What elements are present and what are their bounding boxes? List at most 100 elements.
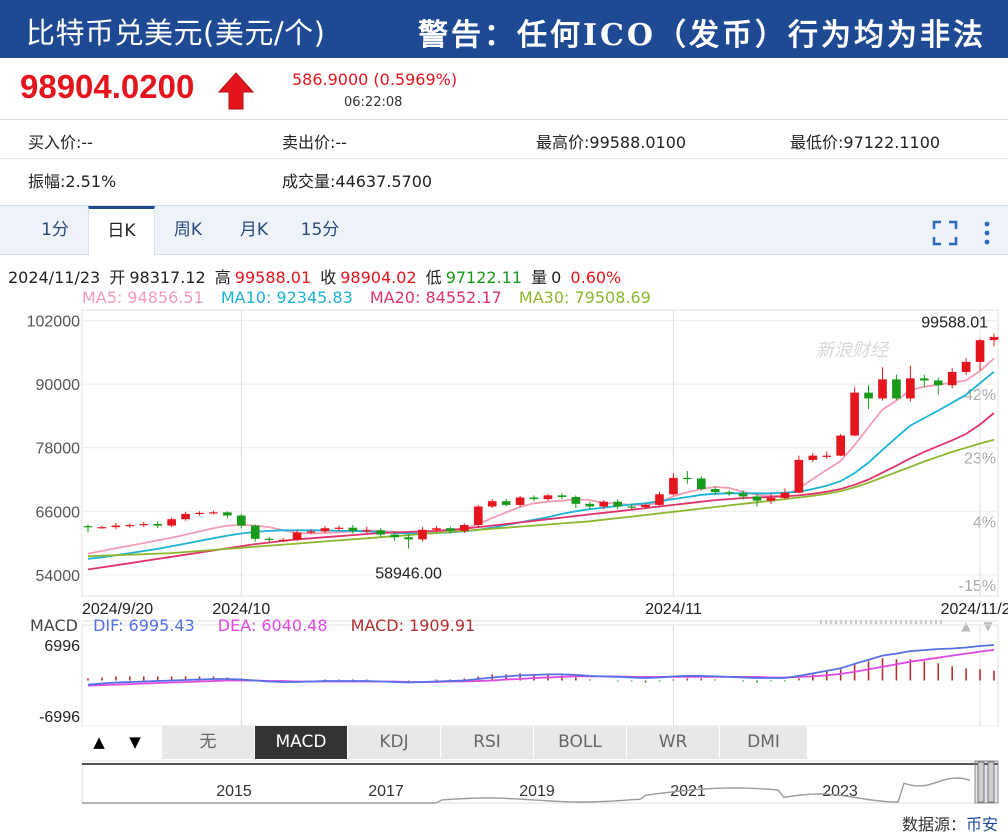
more-options-icon[interactable] bbox=[980, 220, 994, 246]
indicator-none[interactable]: 无 bbox=[162, 726, 255, 759]
info-divider bbox=[0, 158, 1008, 159]
quote-panel: 98904.0200 586.9000 (0.5969%) 06:22:08 bbox=[0, 58, 1008, 120]
tab-1min[interactable]: 1分 bbox=[41, 220, 69, 240]
ohlc-close-label: 收 bbox=[320, 268, 337, 287]
indicator-dmi[interactable]: DMI bbox=[720, 726, 808, 759]
navigator-year-label: 2017 bbox=[368, 783, 404, 800]
ohlc-high-label: 高 bbox=[214, 268, 231, 287]
candle-body bbox=[641, 504, 650, 508]
page-header: 比特币兑美元(美元/个) 警告：任何ICO（发币）行为均为非法 bbox=[0, 0, 1008, 58]
candle-body bbox=[864, 392, 873, 399]
candle-body bbox=[738, 493, 748, 497]
ma-legend: MA5: 94856.51 MA10: 92345.83 MA20: 84552… bbox=[82, 288, 663, 307]
candle-body bbox=[989, 336, 999, 341]
tab-daily[interactable]: 日K bbox=[88, 206, 155, 256]
navigator-year-label: 2021 bbox=[670, 783, 706, 800]
candle-body bbox=[139, 523, 149, 526]
tab-15min[interactable]: 15分 bbox=[300, 220, 340, 240]
indicator-up-button[interactable]: ▲ bbox=[82, 726, 116, 759]
price-tick-label: 54000 bbox=[36, 568, 81, 585]
current-price: 98904.0200 bbox=[20, 68, 195, 105]
candle-body bbox=[237, 515, 246, 526]
price-tick-label: 66000 bbox=[36, 504, 81, 521]
candle-body bbox=[947, 371, 957, 386]
high-price: 最高价:99588.0100 bbox=[536, 133, 687, 152]
low-price: 最低价:97122.1100 bbox=[790, 133, 941, 152]
navigator-year-label: 2023 bbox=[822, 783, 858, 800]
kline-chart[interactable]: 1020009000078000660005400042%23%4%-15%20… bbox=[0, 300, 1008, 726]
info-panel: 买入价:-- 卖出价:-- 最高价:99588.0100 最低价:97122.1… bbox=[0, 120, 1008, 198]
candle-body bbox=[961, 361, 971, 372]
data-source-link[interactable]: 币安 bbox=[965, 815, 998, 832]
candle-body bbox=[724, 492, 734, 494]
candle-body bbox=[181, 513, 190, 520]
candle-body bbox=[376, 530, 386, 535]
ohlc-open-label: 开 bbox=[109, 268, 126, 287]
price-tick-label: 78000 bbox=[36, 441, 81, 458]
candle-body bbox=[473, 506, 483, 526]
ma20-legend: MA20: 84552.17 bbox=[369, 288, 502, 307]
indicator-bar: ▲ ▼ 无 MACD KDJ RSI BOLL WR DMI bbox=[82, 726, 808, 759]
pct-tick-label: -15% bbox=[959, 578, 996, 595]
candle-body bbox=[752, 496, 762, 501]
candle-body bbox=[334, 527, 344, 529]
price-change: 586.9000 (0.5969%) bbox=[292, 70, 458, 89]
candle-body bbox=[404, 537, 413, 540]
bid-price: 买入价:-- bbox=[28, 133, 93, 152]
navigator-year-label: 2015 bbox=[216, 783, 252, 800]
ma-line-ma10 bbox=[87, 371, 995, 560]
high-annotation: 99588.01 bbox=[921, 314, 988, 331]
candle-body bbox=[223, 512, 232, 516]
macd-tick-label: 6996 bbox=[44, 638, 80, 655]
tab-weekly[interactable]: 周K bbox=[173, 220, 203, 240]
ohlc-vol-label: 量 bbox=[531, 268, 548, 287]
candle-body bbox=[780, 492, 790, 499]
candle-body bbox=[97, 527, 107, 529]
range-navigator[interactable]: 2015 2017 2019 2021 2023 bbox=[0, 760, 1008, 806]
candle-body bbox=[710, 489, 720, 493]
fullscreen-icon[interactable] bbox=[932, 220, 958, 246]
up-arrow-icon bbox=[218, 72, 254, 110]
date-tick-label: 2024/10 bbox=[212, 601, 270, 618]
data-source: 数据源：币安 bbox=[902, 811, 998, 832]
candle-body bbox=[320, 528, 330, 532]
candle-body bbox=[195, 512, 204, 515]
macd-collapse-down-icon: ▼ bbox=[983, 619, 993, 633]
candle-body bbox=[933, 380, 943, 386]
data-source-label: 数据源： bbox=[901, 815, 966, 832]
candle-body bbox=[515, 497, 525, 505]
candle-body bbox=[348, 527, 358, 531]
dea-legend: DEA: 6040.48 bbox=[217, 616, 328, 635]
ma10-legend: MA10: 92345.83 bbox=[220, 288, 353, 307]
price-tick-label: 90000 bbox=[36, 377, 81, 394]
candle-body bbox=[167, 519, 176, 526]
ohlc-summary: 2024/11/23 开 98317.12 高 99588.01 收 98904.02… bbox=[8, 264, 625, 288]
candle-body bbox=[125, 525, 135, 527]
navigator-price-line bbox=[82, 777, 971, 804]
candle-body bbox=[432, 528, 441, 530]
indicator-down-button[interactable]: ▼ bbox=[118, 726, 152, 759]
candle-body bbox=[655, 494, 664, 505]
candle-body bbox=[878, 379, 887, 399]
ohlc-open: 98317.12 bbox=[129, 268, 206, 287]
dif-line bbox=[87, 644, 995, 686]
candle-body bbox=[613, 501, 622, 507]
indicator-boll[interactable]: BOLL bbox=[534, 726, 627, 759]
macd-value-legend: MACD: 1909.91 bbox=[350, 616, 476, 635]
indicator-rsi[interactable]: RSI bbox=[441, 726, 534, 759]
candle-body bbox=[919, 378, 929, 381]
ohlc-low-label: 低 bbox=[425, 268, 442, 287]
indicator-macd[interactable]: MACD bbox=[255, 726, 348, 759]
indicator-wr[interactable]: WR bbox=[627, 726, 720, 759]
candle-body bbox=[683, 477, 692, 480]
candle-body bbox=[529, 497, 539, 500]
candle-body bbox=[669, 477, 678, 495]
candle-body bbox=[209, 512, 218, 514]
indicator-kdj[interactable]: KDJ bbox=[348, 726, 441, 759]
tab-monthly[interactable]: 月K bbox=[239, 220, 269, 240]
navigator-handle-left bbox=[977, 761, 985, 803]
ohlc-vol: 0 bbox=[551, 268, 562, 287]
ohlc-date: 2024/11/23 bbox=[8, 268, 101, 287]
candle-body bbox=[975, 340, 985, 362]
candle-body bbox=[850, 392, 859, 436]
